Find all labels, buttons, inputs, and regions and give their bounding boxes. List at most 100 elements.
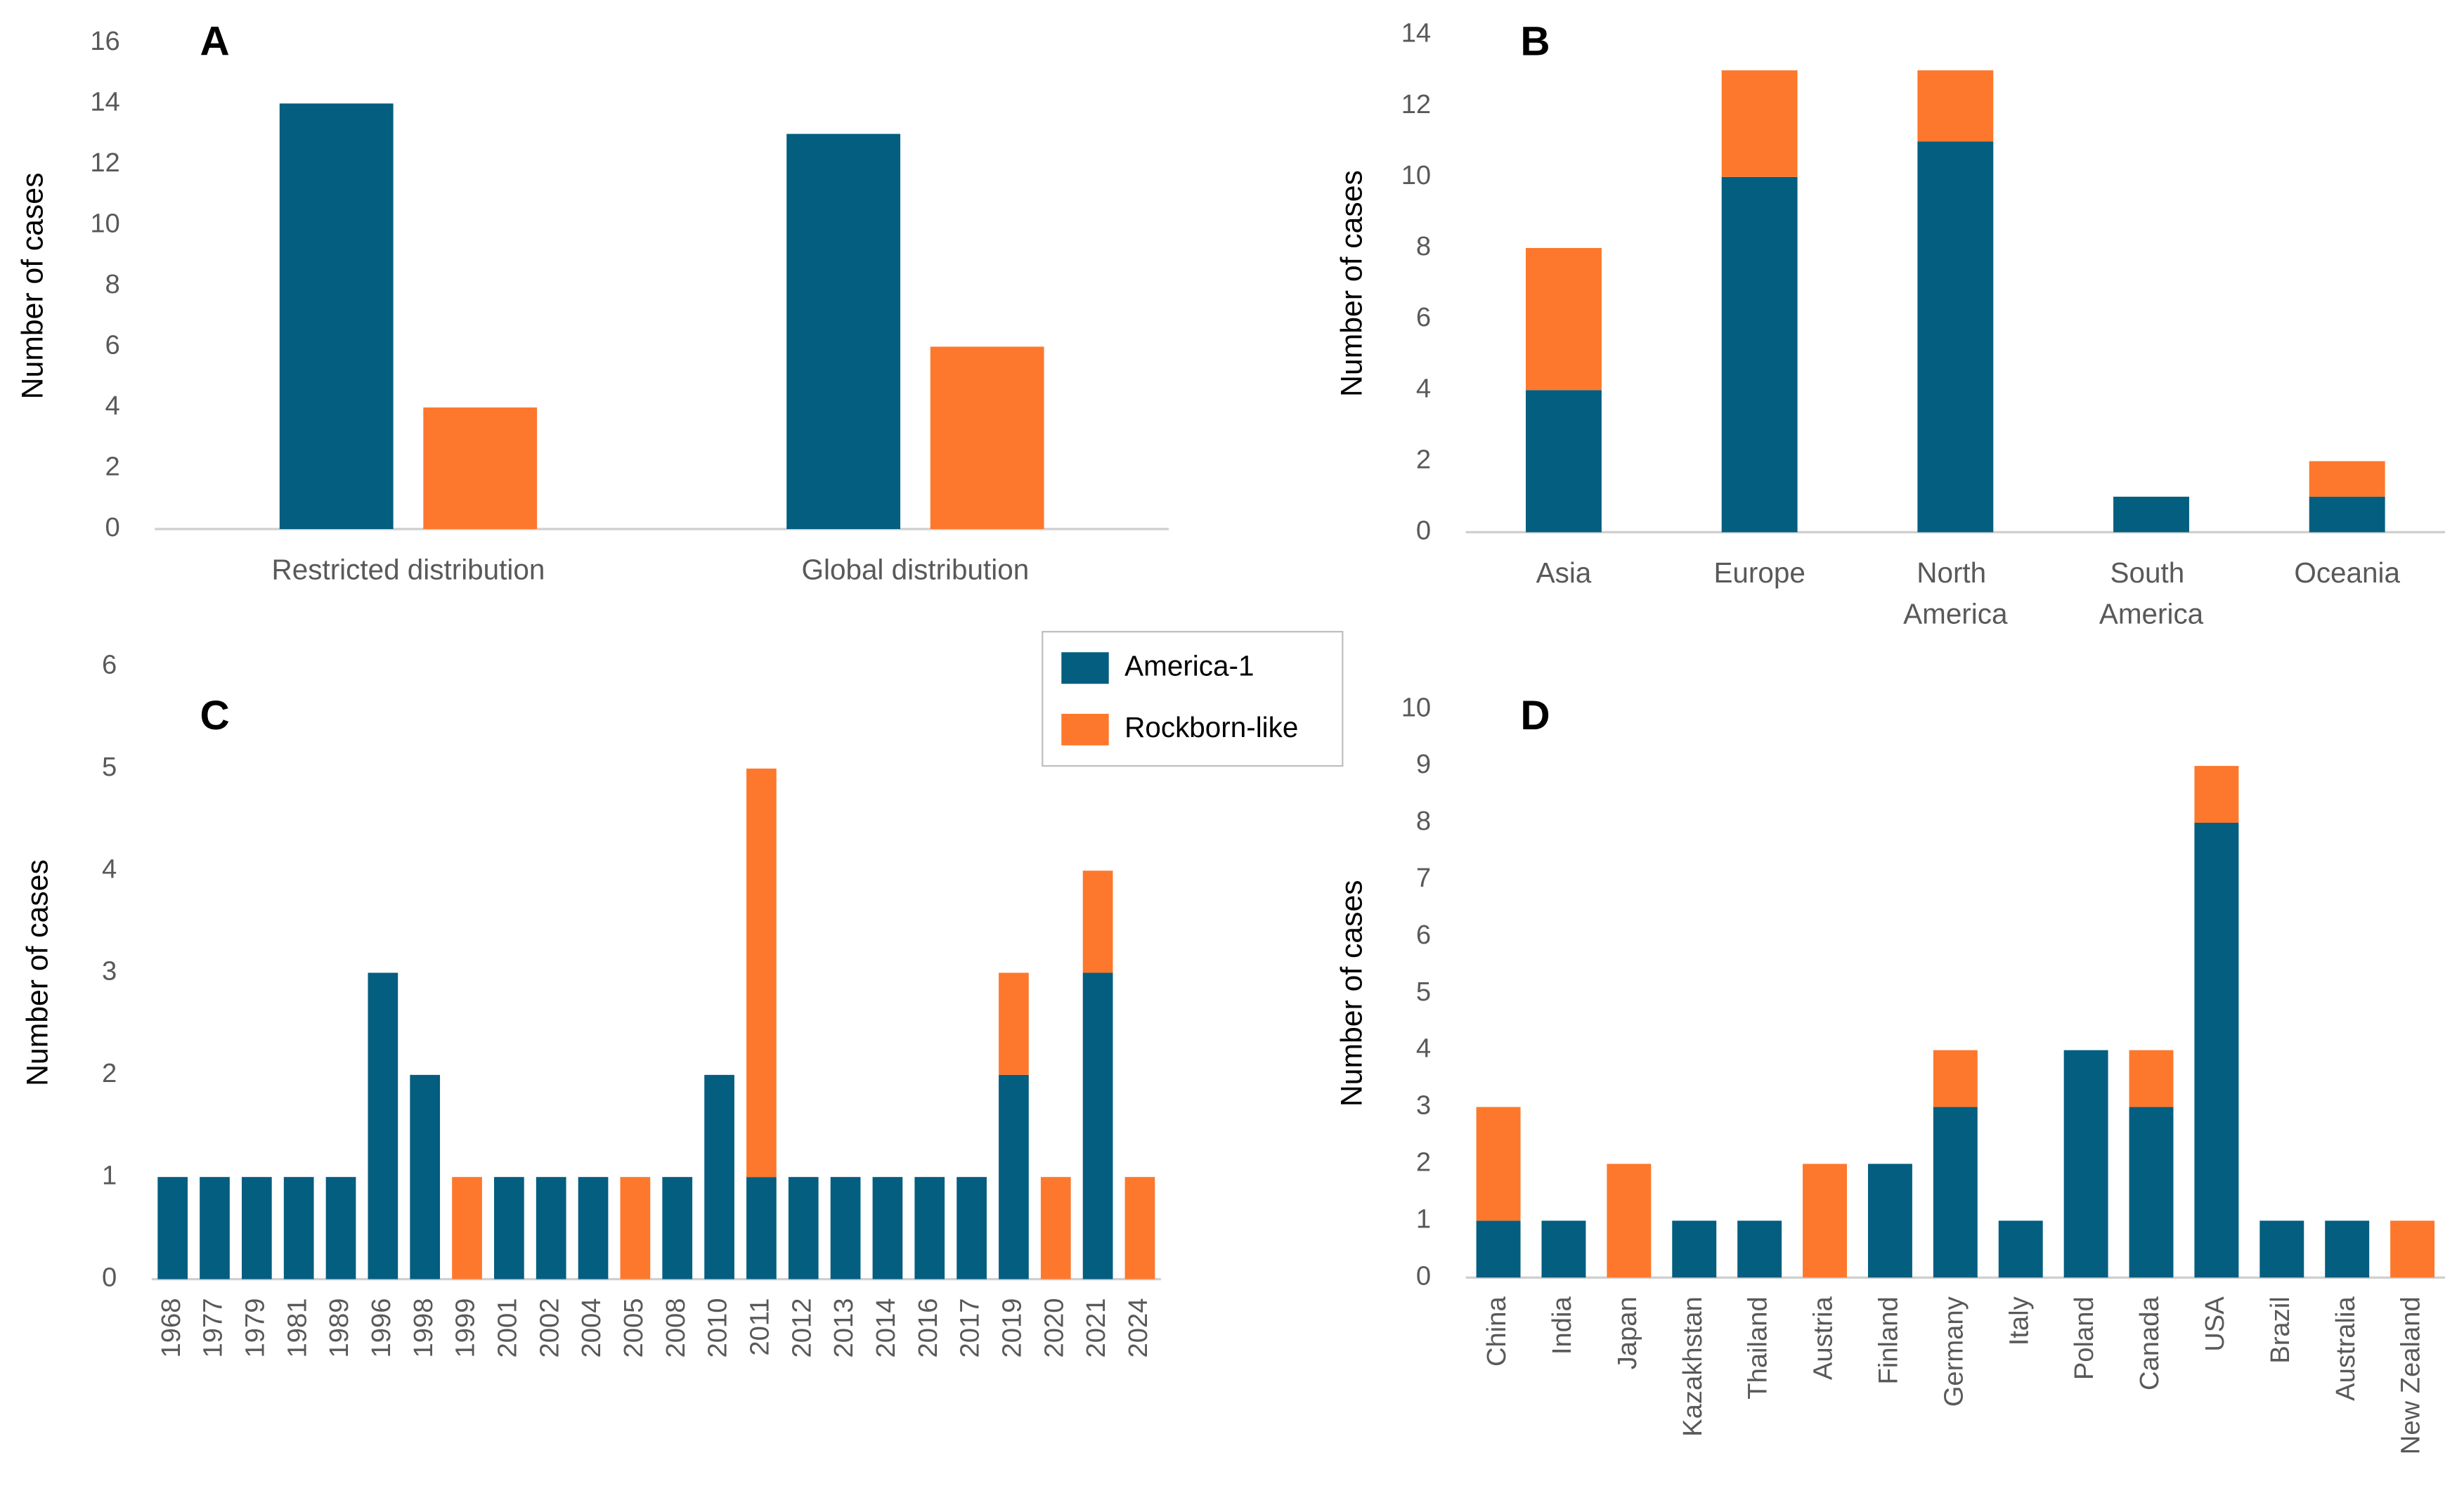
x-tick-label: 2019	[997, 1298, 1027, 1357]
bar	[746, 1177, 777, 1279]
x-tick-label: 1977	[198, 1298, 228, 1357]
x-tick-label: 2005	[618, 1298, 649, 1357]
y-tick-label: 8	[1416, 231, 1431, 261]
x-tick-label: 2004	[576, 1298, 607, 1357]
y-tick-label: 8	[105, 269, 120, 299]
bar	[1737, 1220, 1782, 1278]
bar	[410, 1074, 441, 1279]
x-tick-label: India	[1547, 1296, 1577, 1355]
bar	[1082, 871, 1113, 973]
bar	[1526, 247, 1602, 391]
y-tick-label: 4	[1416, 1034, 1431, 1064]
x-tick-label: 1968	[156, 1298, 186, 1357]
x-tick-label: 2016	[913, 1298, 943, 1357]
y-tick-label: 6	[1416, 920, 1431, 950]
x-tick-label: Australia	[2330, 1296, 2361, 1400]
y-tick-label: 12	[90, 148, 119, 178]
bar	[2325, 1220, 2370, 1278]
bar	[494, 1177, 524, 1279]
bar	[241, 1177, 272, 1279]
bar	[786, 133, 901, 529]
bar	[2309, 461, 2385, 497]
bar	[704, 1074, 734, 1279]
x-tick-label: 2001	[492, 1298, 522, 1357]
y-tick-label: 0	[1416, 516, 1431, 546]
x-tick-label: 2010	[703, 1298, 733, 1357]
bar	[746, 768, 777, 1178]
bar	[1867, 1164, 1912, 1278]
x-tick-label: 2014	[871, 1298, 901, 1357]
x-tick-label: 1999	[450, 1298, 481, 1357]
bar	[1917, 141, 1994, 533]
y-tick-label: 3	[1416, 1090, 1431, 1121]
bar	[2259, 1220, 2304, 1278]
x-tick-label: Poland	[2069, 1296, 2099, 1380]
bar	[957, 1177, 987, 1279]
x-tick-label: Canada	[2134, 1296, 2165, 1390]
bar	[2063, 1050, 2108, 1278]
y-tick-label: 10	[90, 208, 119, 238]
y-tick-label: 4	[1416, 373, 1431, 403]
x-tick-label: Brazil	[2265, 1296, 2295, 1364]
bar	[788, 1177, 819, 1279]
x-tick-label: China	[1481, 1296, 1512, 1367]
bar	[620, 1177, 651, 1279]
bar	[1933, 1050, 1978, 1107]
x-tick-label: Europe	[1713, 556, 1805, 589]
bar	[325, 1177, 356, 1279]
y-tick-label: 1	[1416, 1204, 1431, 1234]
x-tick-label: South America	[2099, 556, 2204, 630]
x-tick-label: 2013	[829, 1298, 859, 1357]
bar	[999, 972, 1029, 1075]
y-tick-label: 6	[102, 650, 117, 680]
bar	[930, 346, 1044, 529]
y-tick-label: 2	[1416, 444, 1431, 474]
x-tick-label: Austria	[1808, 1296, 1839, 1380]
bar	[662, 1177, 693, 1279]
bar	[2129, 1107, 2174, 1278]
x-tick-label: 2020	[1039, 1298, 1069, 1357]
x-tick-label: 1981	[282, 1298, 312, 1357]
y-tick-label: 0	[105, 512, 120, 542]
bar	[914, 1177, 945, 1279]
bar	[2194, 823, 2239, 1278]
bar	[1721, 70, 1798, 177]
bar	[1526, 390, 1602, 533]
panel-label: C	[200, 693, 230, 738]
y-tick-label: 4	[102, 854, 117, 884]
x-tick-label: 2021	[1081, 1298, 1111, 1357]
y-tick-label: 6	[1416, 302, 1431, 332]
y-tick-label: 4	[105, 391, 120, 421]
bar	[1476, 1220, 1521, 1278]
x-tick-label: Kazakhstan	[1678, 1296, 1708, 1437]
legend-swatch	[1061, 713, 1109, 745]
y-tick-label: 9	[1416, 749, 1431, 779]
bar	[872, 1177, 903, 1279]
x-tick-label: 1979	[240, 1298, 270, 1357]
bar	[1803, 1164, 1848, 1278]
x-tick-label: New Zealand	[2396, 1296, 2426, 1454]
x-tick-label: Global distribution	[802, 553, 1030, 585]
x-tick-label: 2008	[661, 1298, 691, 1357]
x-tick-label: Finland	[1874, 1296, 1904, 1384]
y-tick-label: 2	[1416, 1147, 1431, 1178]
x-tick-label: 1989	[324, 1298, 354, 1357]
bar	[423, 407, 538, 529]
bar	[2194, 766, 2239, 823]
bar	[2390, 1220, 2435, 1278]
panel-label: A	[200, 18, 230, 64]
y-tick-label: 14	[1401, 18, 1431, 48]
y-tick-label: 8	[1416, 806, 1431, 836]
y-tick-label: 12	[1401, 89, 1431, 119]
bar	[2129, 1050, 2174, 1107]
x-tick-label: Japan	[1612, 1296, 1642, 1369]
bar	[368, 972, 398, 1279]
bar	[1933, 1107, 1978, 1278]
legend-label: Rockborn-like	[1124, 711, 1298, 743]
bar	[279, 103, 394, 529]
y-tick-label: 3	[102, 956, 117, 986]
x-tick-label: 2012	[786, 1298, 817, 1357]
x-tick-label: USA	[2200, 1296, 2230, 1352]
x-tick-label: Thailand	[1743, 1296, 1773, 1400]
